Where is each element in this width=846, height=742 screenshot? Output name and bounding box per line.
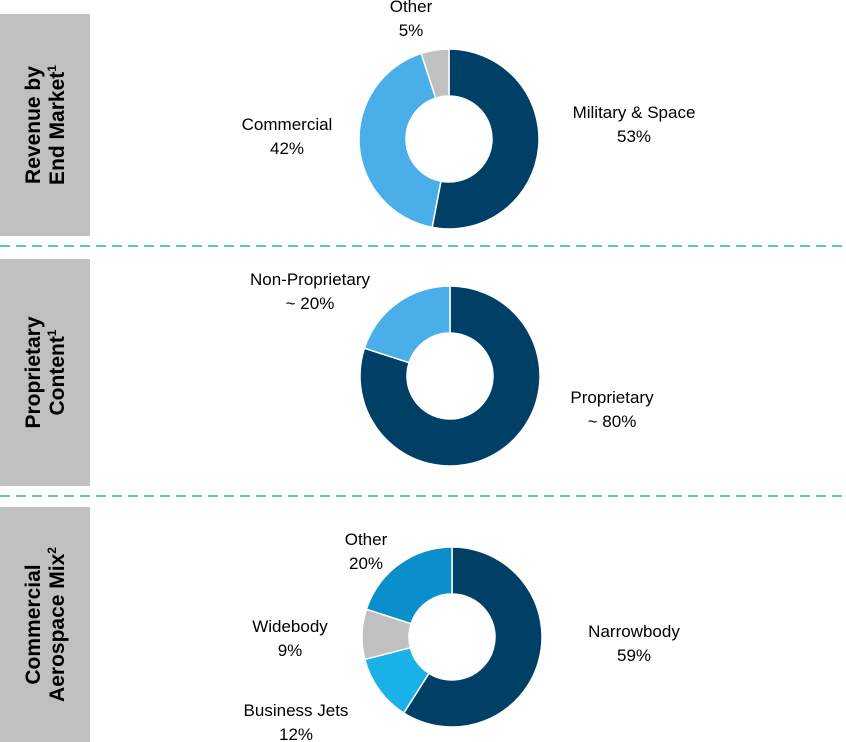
slice-label: Other (345, 530, 388, 549)
section-title-line: Revenue by (22, 66, 45, 184)
footnote-mark: 2 (45, 547, 59, 554)
slice (359, 285, 541, 467)
slice-value: ~ 80% (588, 412, 637, 431)
section-box (0, 507, 90, 742)
footnote-mark: 1 (45, 65, 59, 72)
section-box (0, 259, 90, 486)
slice (363, 285, 451, 364)
slice-value: 9% (278, 641, 303, 660)
slice (365, 546, 453, 625)
slice-value: 53% (617, 127, 651, 146)
slice-label: Narrowbody (588, 622, 680, 641)
slice (402, 546, 543, 728)
slice-value: 12% (279, 725, 313, 742)
section-title-line: Proprietary (22, 316, 45, 428)
title-text: End Market (46, 72, 69, 185)
section-title: Proprietary Content1 (22, 316, 69, 428)
title-text: Proprietary (22, 316, 45, 428)
section-title: Revenue by End Market1 (22, 65, 69, 185)
slice-label: Military & Space (573, 103, 696, 122)
slice-label: Other (390, 0, 433, 16)
footnote-mark: 1 (45, 329, 59, 336)
slice-label: Non-Proprietary (250, 270, 370, 289)
slice-value: 20% (349, 554, 383, 573)
slice-label: Widebody (252, 617, 328, 636)
section-title-line: Content1 (45, 329, 69, 415)
title-text: Commercial (22, 564, 45, 684)
slice (358, 52, 442, 229)
slice-value: 42% (270, 139, 304, 158)
title-text: Revenue by (22, 66, 45, 184)
section-title-line: End Market1 (45, 65, 69, 185)
slice-label: Business Jets (244, 701, 349, 720)
title-text: Content (46, 336, 69, 415)
slice (420, 48, 450, 100)
section-title-line: Aerospace Mix2 (45, 547, 69, 702)
slice-value: ~ 20% (286, 294, 335, 313)
section-box (0, 14, 90, 236)
slice-label: Proprietary (570, 388, 654, 407)
slice-value: 5% (399, 21, 424, 40)
slice-value: 59% (617, 646, 651, 665)
section-title: Commercial Aerospace Mix2 (22, 547, 69, 702)
title-text: Aerospace Mix (46, 553, 69, 702)
slice-label: Commercial (242, 115, 333, 134)
slice (431, 48, 540, 230)
section-title-line: Commercial (22, 564, 45, 684)
